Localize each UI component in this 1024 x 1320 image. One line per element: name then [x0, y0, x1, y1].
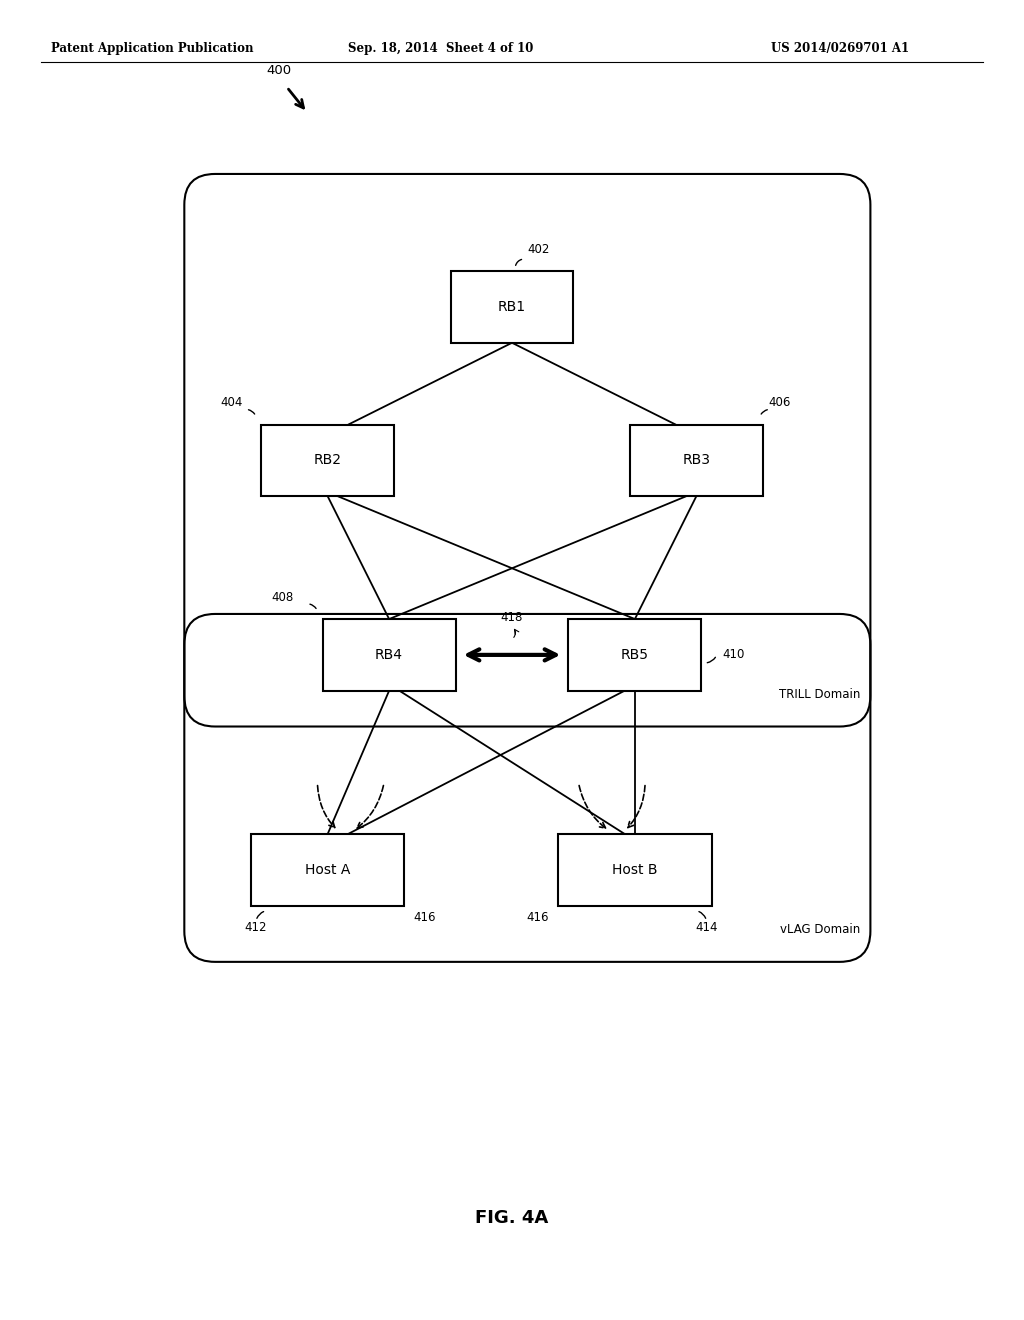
FancyBboxPatch shape [558, 834, 712, 906]
Text: 412: 412 [245, 921, 267, 935]
Text: 404: 404 [220, 396, 243, 409]
Text: 410: 410 [722, 648, 744, 661]
Text: RB5: RB5 [621, 648, 649, 661]
FancyBboxPatch shape [451, 271, 573, 343]
Text: RB3: RB3 [682, 454, 711, 467]
Text: Host A: Host A [305, 863, 350, 876]
FancyBboxPatch shape [323, 619, 456, 690]
Text: 414: 414 [695, 921, 718, 935]
Text: TRILL Domain: TRILL Domain [779, 688, 860, 701]
Text: US 2014/0269701 A1: US 2014/0269701 A1 [771, 42, 908, 55]
Text: vLAG Domain: vLAG Domain [780, 923, 860, 936]
Text: RB4: RB4 [375, 648, 403, 661]
Text: 406: 406 [768, 396, 791, 409]
Text: RB2: RB2 [313, 454, 342, 467]
Text: Patent Application Publication: Patent Application Publication [51, 42, 254, 55]
Text: 418: 418 [501, 611, 523, 624]
Text: 400: 400 [266, 63, 292, 77]
Text: 416: 416 [414, 911, 436, 924]
Text: Host B: Host B [612, 863, 657, 876]
Text: 408: 408 [271, 591, 294, 603]
FancyBboxPatch shape [630, 425, 763, 496]
FancyBboxPatch shape [261, 425, 394, 496]
Text: FIG. 4A: FIG. 4A [475, 1209, 549, 1226]
FancyBboxPatch shape [568, 619, 701, 690]
FancyBboxPatch shape [251, 834, 404, 906]
Text: 416: 416 [526, 911, 549, 924]
Text: Sep. 18, 2014  Sheet 4 of 10: Sep. 18, 2014 Sheet 4 of 10 [347, 42, 534, 55]
Text: 402: 402 [527, 243, 550, 256]
Text: RB1: RB1 [498, 300, 526, 314]
